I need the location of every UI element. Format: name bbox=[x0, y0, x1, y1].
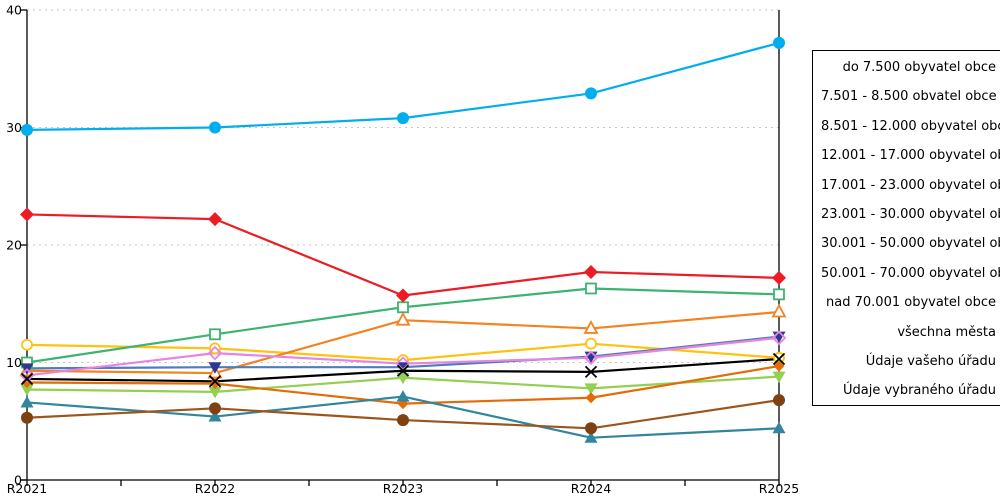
series-marker bbox=[585, 392, 597, 404]
y-tick-label: 10 bbox=[6, 355, 22, 370]
series-marker bbox=[396, 364, 410, 377]
legend-item: do 7.500 obyvatel obce bbox=[842, 60, 996, 75]
legend-item: 50.001 - 70.000 obyvatel obce bbox=[821, 265, 1000, 281]
legend-item: všechna města bbox=[897, 324, 996, 340]
x-tick-label: R2021 bbox=[7, 481, 48, 496]
series-marker bbox=[585, 282, 597, 295]
series-marker bbox=[209, 378, 221, 390]
series-marker bbox=[771, 330, 787, 346]
series-marker bbox=[585, 87, 597, 100]
series-marker bbox=[20, 395, 34, 408]
series-marker bbox=[585, 337, 597, 350]
series-marker bbox=[21, 123, 33, 136]
legend-item: 17.001 - 23.000 obyvatel obce bbox=[821, 177, 1000, 193]
series-marker bbox=[21, 411, 33, 424]
series-marker bbox=[208, 410, 222, 422]
series-marker bbox=[772, 421, 786, 434]
y-tick-label: 30 bbox=[6, 120, 22, 135]
series-marker bbox=[20, 207, 34, 222]
series-marker bbox=[396, 362, 410, 374]
legend-item: Údaje vašeho úřadu bbox=[865, 354, 996, 370]
x-tick-label: R2024 bbox=[571, 481, 612, 496]
legend-item: nad 70.001 obyvatel obce bbox=[826, 295, 996, 311]
series-marker bbox=[208, 386, 222, 399]
series-marker bbox=[20, 372, 34, 386]
legend-item: 7.501 - 8.500 obvatel obce bbox=[821, 89, 997, 105]
series-marker bbox=[772, 352, 786, 366]
series-marker bbox=[584, 383, 598, 395]
series-marker bbox=[207, 345, 223, 361]
series-marker bbox=[20, 384, 34, 397]
series-marker bbox=[771, 303, 787, 318]
series-marker bbox=[773, 36, 785, 49]
legend-item: 30.001 - 50.000 obyvatel obce bbox=[821, 236, 1000, 252]
series-marker bbox=[772, 270, 786, 285]
legend-item: Údaje vybraného úřadu bbox=[842, 383, 996, 399]
series-marker bbox=[395, 311, 411, 326]
series-marker bbox=[585, 422, 597, 435]
y-tick-label: 20 bbox=[6, 237, 22, 252]
series-marker bbox=[584, 365, 598, 379]
legend-item: 12.001 - 17.000 obyvatel obce bbox=[821, 148, 1000, 164]
series-marker bbox=[772, 371, 786, 384]
series-marker bbox=[397, 414, 409, 427]
legend: do 7.500 obyvatel obce 7.501 - 8.500 obva… bbox=[812, 50, 1000, 406]
series-marker bbox=[773, 360, 785, 372]
series-marker bbox=[583, 350, 599, 366]
x-tick-label: R2025 bbox=[759, 481, 800, 496]
series-marker bbox=[396, 390, 410, 402]
x-tick-label: R2023 bbox=[383, 481, 424, 496]
series-marker bbox=[19, 368, 35, 383]
series-marker bbox=[208, 362, 222, 374]
series-marker bbox=[21, 338, 33, 351]
series-marker bbox=[583, 320, 599, 334]
legend-item: 8.501 - 12.000 obyvatel obce bbox=[821, 118, 1000, 134]
series-marker bbox=[208, 212, 222, 227]
series-marker bbox=[209, 342, 221, 355]
series-marker bbox=[584, 265, 598, 280]
legend-item: 23.001 - 30.000 obyvatel obce bbox=[821, 207, 1000, 223]
series-marker bbox=[209, 328, 221, 341]
series-marker bbox=[209, 402, 221, 415]
series-marker bbox=[208, 375, 222, 388]
series-marker bbox=[209, 121, 221, 134]
series-marker bbox=[773, 288, 785, 301]
series-marker bbox=[397, 301, 409, 314]
series-marker bbox=[397, 112, 409, 125]
y-tick-label: 40 bbox=[6, 2, 22, 17]
y-tick-label: 0 bbox=[14, 472, 22, 487]
x-tick-label: R2022 bbox=[195, 481, 236, 496]
series-marker bbox=[396, 372, 410, 385]
series-line bbox=[26, 213, 780, 297]
series-marker bbox=[584, 431, 598, 443]
series-marker bbox=[773, 394, 785, 407]
series-marker bbox=[396, 288, 410, 303]
